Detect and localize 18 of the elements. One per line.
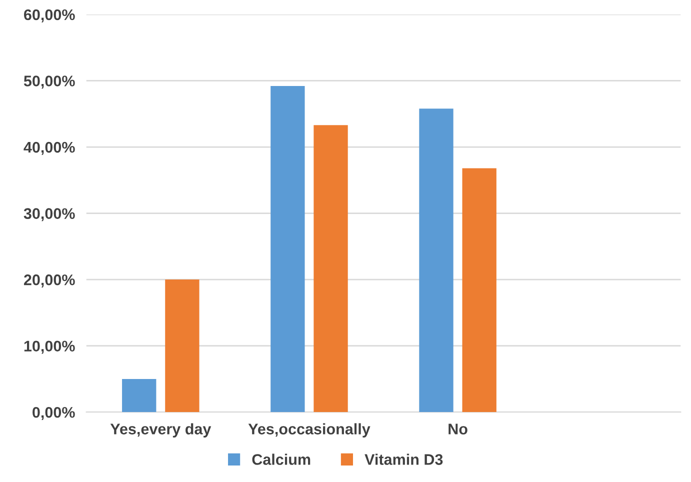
y-tick-label: 50,00% [24,76,75,89]
bar [462,168,496,412]
y-tick-label: 60,00% [24,9,75,22]
y-tick-label: 0,00% [32,406,75,420]
y-tick-label: 40,00% [24,142,75,155]
x-tick-label: No [448,424,468,434]
y-tick-label: 10,00% [24,340,75,354]
legend-label: Vitamin D3 [364,454,443,465]
x-tick-label: Yes,every day [110,423,212,438]
bar [419,108,454,412]
bar [165,280,200,412]
bar [314,125,348,412]
y-tick-label: 20,00% [24,274,75,288]
legend-label: Calcium [252,454,310,465]
y-tick-label: 30,00% [24,208,75,222]
bar [122,378,156,412]
x-tick-label: Yes,occasionally [248,423,370,438]
bar [270,86,305,412]
